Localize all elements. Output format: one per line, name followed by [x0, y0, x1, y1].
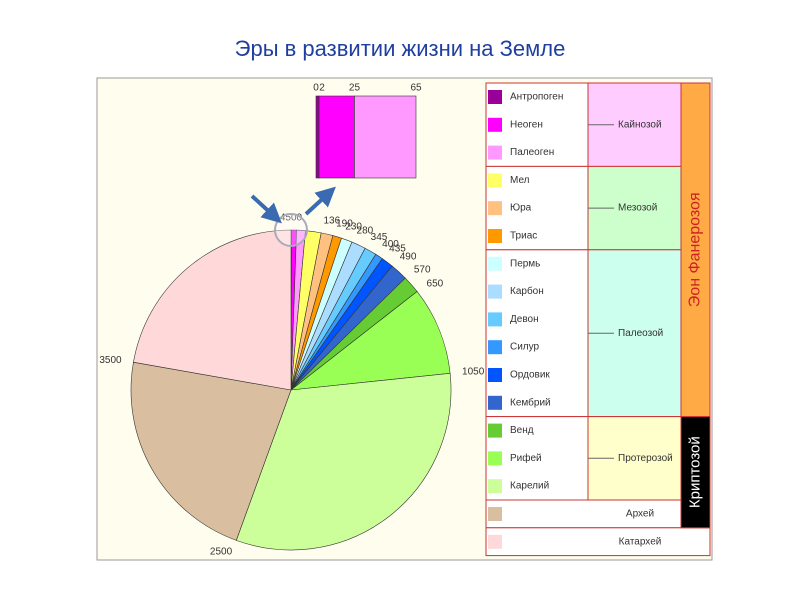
boundary-label: 345: [371, 232, 388, 243]
inset-segment: [318, 95, 355, 179]
period-block: [485, 165, 589, 251]
legend-swatch: [488, 312, 502, 327]
boundary-label: 490: [400, 251, 417, 262]
eon-cell: [680, 416, 711, 529]
boundary-label: 1050: [462, 367, 485, 378]
boundary-label: 570: [414, 264, 431, 275]
boundary-label: 400: [382, 239, 399, 250]
boundary-label: 435: [389, 243, 406, 254]
period-block: [485, 249, 589, 418]
boundary-label: 230: [345, 221, 362, 232]
boundary-label: 4500: [280, 213, 303, 224]
inset-label: 65: [410, 83, 422, 94]
legend-label: Антропоген: [510, 92, 563, 103]
legend-label: Юра: [510, 203, 532, 214]
legend-swatch: [488, 256, 502, 271]
period-block: [485, 416, 589, 501]
inset-label: 25: [349, 83, 361, 94]
legend-swatch: [488, 284, 502, 299]
legend-swatch: [488, 340, 502, 355]
legend-label: Триас: [510, 231, 537, 242]
legend-label: Мел: [510, 175, 530, 186]
legend-label: Палеоген: [510, 147, 554, 158]
chart-title: Эры в развитии жизни на Земле: [235, 36, 566, 61]
legend-swatch: [488, 145, 502, 160]
legend-label: Кембрий: [510, 396, 551, 408]
boundary-label: 190: [336, 219, 353, 230]
eon-label: Криптозой: [686, 436, 703, 508]
inset-label: 0: [313, 83, 319, 94]
era-row: [485, 527, 711, 557]
legend-swatch: [488, 201, 502, 216]
pie-slice: [235, 372, 452, 551]
legend-swatch: [488, 368, 502, 382]
legend-swatch: [488, 90, 502, 104]
legend-label: Силур: [510, 342, 540, 353]
pie-slice: [133, 229, 292, 391]
boundary-label: 3500: [99, 355, 122, 366]
inset-segment: [315, 95, 320, 179]
arrow: [250, 194, 282, 224]
boundary-label: 280: [357, 226, 374, 237]
magnifier: [274, 213, 308, 247]
legend-swatch: [488, 229, 502, 243]
boundary-label: 136: [323, 216, 340, 227]
legend-label: Венд: [510, 425, 534, 436]
arrow: [304, 186, 336, 216]
pie: 1361902302803454004354905706501050250035…: [99, 83, 484, 558]
legend-swatch: [488, 534, 502, 549]
eon-label: Эон Фанерозоя: [687, 192, 704, 307]
boundary-label: 650: [427, 279, 444, 290]
legend-swatch: [488, 395, 502, 410]
legend-label: Карбон: [510, 285, 544, 297]
pie-slice: [130, 361, 292, 541]
era-label: Архей: [626, 509, 654, 520]
era-label: Мезозой: [618, 203, 657, 214]
period-block: [485, 82, 589, 167]
pie-slice: [289, 291, 451, 391]
legend-swatch: [488, 117, 502, 132]
legend-swatch: [488, 173, 502, 188]
era-label: Протерозой: [618, 453, 673, 464]
inset-label: 2: [319, 83, 325, 94]
era-label: Палеозой: [618, 328, 663, 339]
legend-label: Рифей: [510, 452, 542, 464]
legend-label: Неоген: [510, 119, 543, 130]
legend-label: Карелий: [510, 481, 549, 492]
legend-swatch: [488, 507, 502, 521]
legend-swatch: [488, 451, 502, 466]
inset-segment: [354, 95, 417, 179]
legend-label: Ордовик: [510, 370, 550, 381]
eon-cell: [680, 82, 711, 418]
boundary-label: 2500: [210, 546, 233, 557]
era-label: Катархей: [619, 536, 662, 547]
legend-swatch: [488, 423, 502, 438]
legend-label: Девон: [510, 314, 539, 325]
era-label: Кайнозой: [618, 119, 662, 130]
legend-swatch: [488, 479, 502, 494]
legend: Кайнозой Антропоген Неоген Палеоген Мезозой М…: [485, 82, 711, 557]
legend-label: Пермь: [510, 258, 540, 269]
